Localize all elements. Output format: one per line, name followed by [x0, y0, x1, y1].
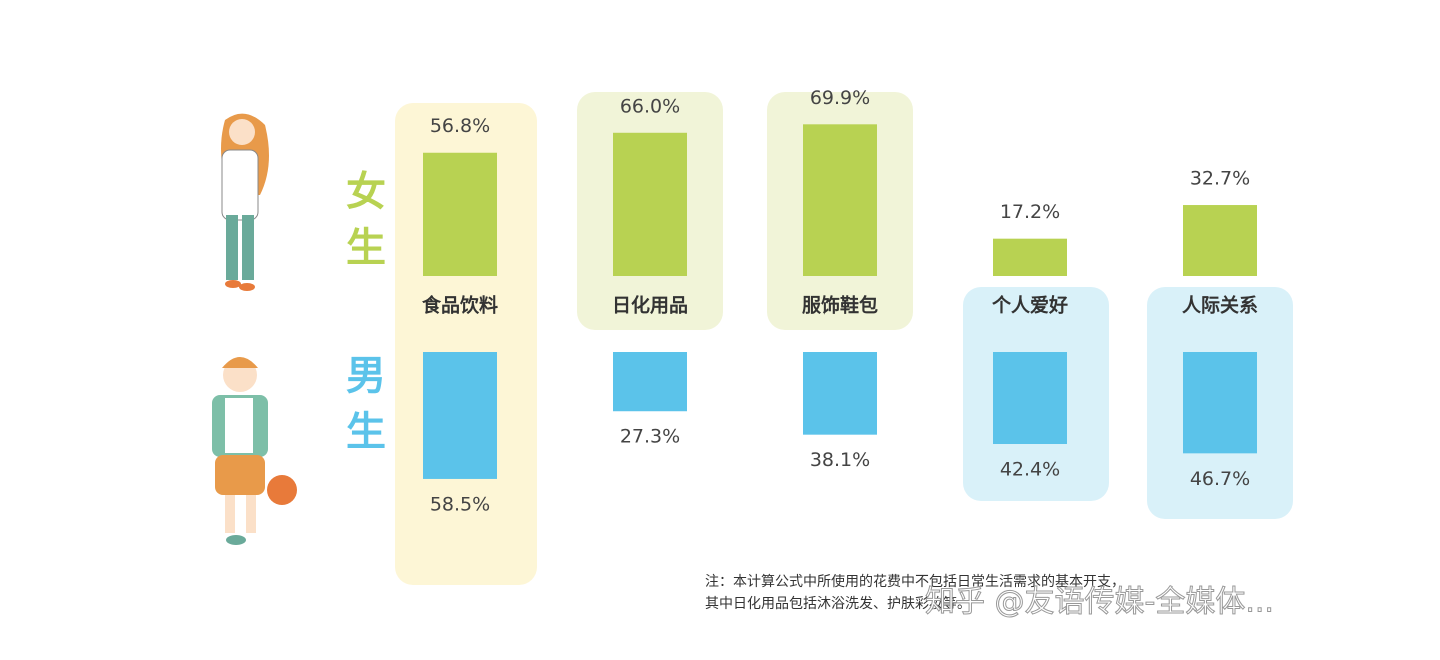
- value-label: 66.0%: [620, 95, 680, 117]
- category-label: 个人爱好: [991, 294, 1068, 317]
- value-label: 27.3%: [620, 426, 680, 448]
- value-label: 58.5%: [430, 493, 490, 515]
- bar: [423, 152, 497, 276]
- value-label: 32.7%: [1190, 168, 1250, 190]
- bar: [613, 132, 687, 276]
- category-label: 人际关系: [1182, 294, 1258, 317]
- value-label: 46.7%: [1190, 468, 1250, 490]
- value-label: 56.8%: [430, 115, 490, 137]
- value-label: 17.2%: [1000, 201, 1060, 223]
- legend-label: 女生: [339, 170, 386, 282]
- value-label: 42.4%: [1000, 459, 1060, 481]
- bar: [613, 352, 687, 412]
- watermark: 知乎 @友语传媒-全媒体...: [925, 585, 1274, 620]
- note: 其中日化用品包括沐浴洗发、护肤彩妆等。: [705, 595, 971, 612]
- bar: [803, 352, 877, 435]
- bar: [1183, 352, 1257, 454]
- value-label: 69.9%: [810, 87, 870, 109]
- value-label: 38.1%: [810, 449, 870, 471]
- category-label: 食品饮料: [422, 294, 498, 317]
- bar: [1183, 205, 1257, 276]
- note: 注：本计算公式中所使用的花费中不包括日常生活需求的基本开支，: [705, 573, 1125, 590]
- bar: [993, 238, 1067, 276]
- category-label: 日化用品: [612, 294, 688, 317]
- legend-label: 男生: [339, 354, 386, 466]
- bar: [423, 352, 497, 479]
- category-label: 服饰鞋包: [802, 294, 878, 317]
- male-figure: [212, 357, 297, 545]
- female-figure: [221, 113, 269, 291]
- bar: [803, 124, 877, 276]
- bar: [993, 352, 1067, 445]
